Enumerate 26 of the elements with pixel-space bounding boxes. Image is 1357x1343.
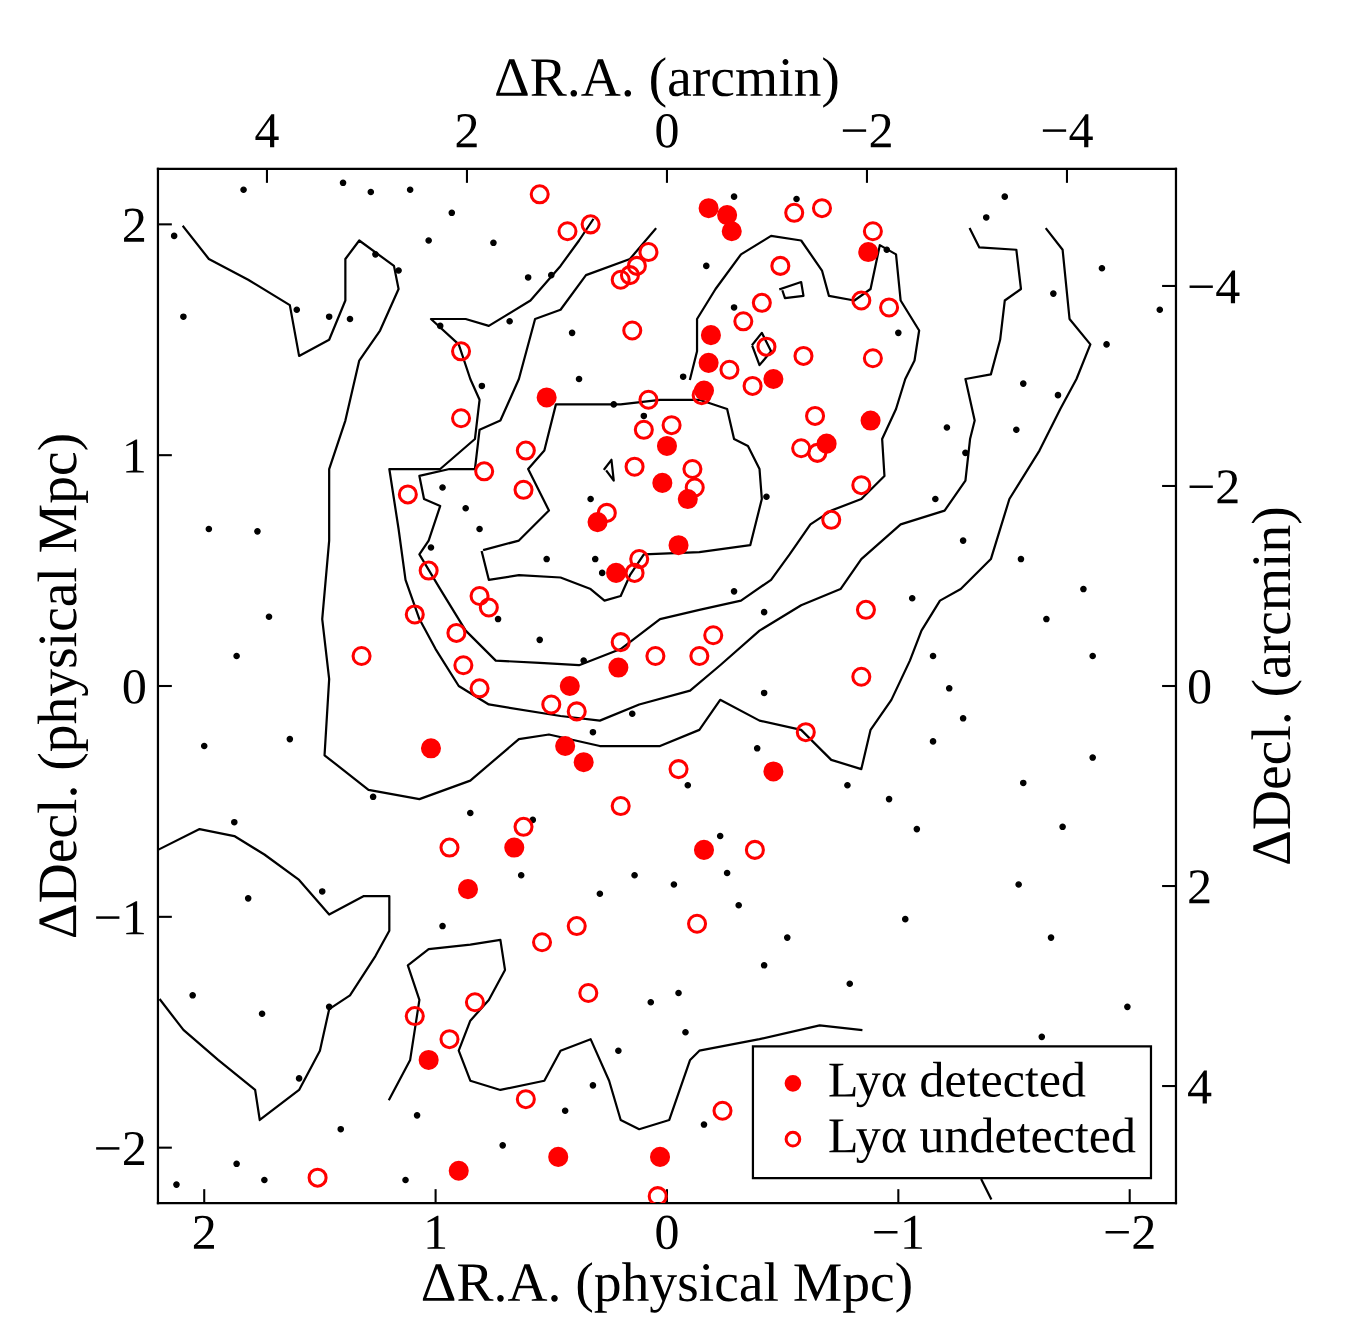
y-tick-label: −1 <box>96 901 144 935</box>
legend-label: Lyα detected <box>829 1061 1086 1108</box>
y2-axis-title: ΔDecl. (arcmin) <box>1251 508 1302 864</box>
y-tick-label: −2 <box>96 1131 145 1166</box>
x-tick-label: 2 <box>193 1215 214 1249</box>
y2-tick-label: 2 <box>1189 870 1210 904</box>
y2-tick-label: −4 <box>1189 270 1240 304</box>
y-tick-label: 2 <box>124 208 145 242</box>
y-tick-label: 1 <box>126 439 144 473</box>
x-tick-label: 1 <box>427 1215 446 1249</box>
x2-axis-title: ΔR.A. (arcmin) <box>496 57 838 108</box>
y-axis-title: ΔDecl. (physical Mpc) <box>37 435 89 938</box>
x2-tick-label: 2 <box>456 114 477 148</box>
x-tick-label: −2 <box>1105 1215 1154 1249</box>
x2-tick-label: −4 <box>1042 114 1093 148</box>
y2-tick-label: 0 <box>1188 670 1211 704</box>
y2-tick-label: 4 <box>1188 1070 1212 1104</box>
x-tick-label: −1 <box>874 1215 922 1249</box>
x-axis-title: ΔR.A. (physical Mpc) <box>422 1262 911 1313</box>
x2-tick-label: −2 <box>842 114 891 148</box>
x-tick-label: 0 <box>656 1215 678 1250</box>
x2-tick-label: 4 <box>255 114 279 148</box>
y2-tick-label: −2 <box>1189 470 1238 504</box>
legend-label: Lyα undetected <box>829 1117 1136 1164</box>
y-tick-label: 0 <box>123 670 145 704</box>
x2-tick-label: 0 <box>656 113 678 148</box>
